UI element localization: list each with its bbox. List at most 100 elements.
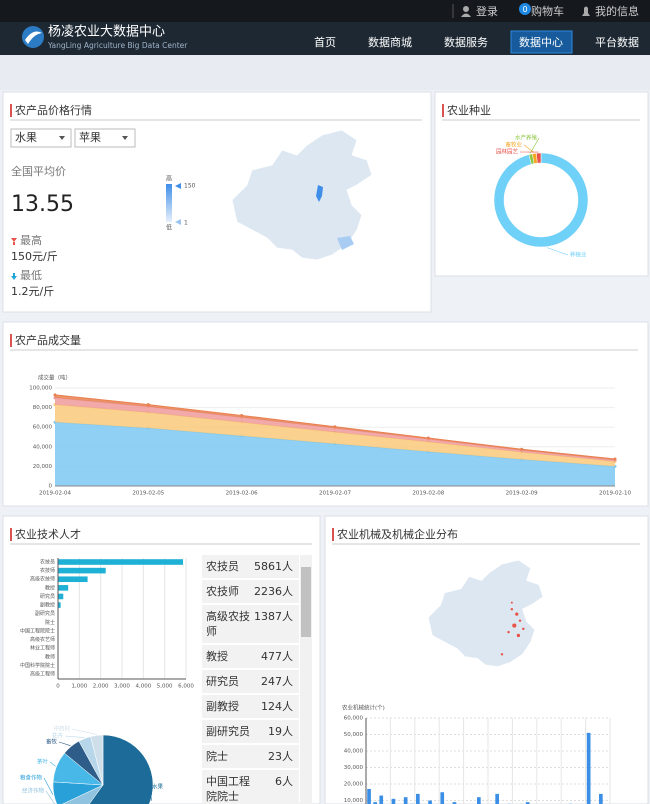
- pie-slice: [536, 152, 542, 164]
- title-cell: 研究员: [206, 675, 239, 688]
- cart-badge: [519, 3, 531, 15]
- pie-label: 水果: [152, 783, 164, 791]
- point: [53, 393, 57, 397]
- count-cell: 23人: [268, 750, 293, 763]
- max-value: 150元/斤: [11, 250, 58, 263]
- cart-count: 0: [522, 5, 527, 14]
- select-value[interactable]: 水果: [15, 131, 37, 144]
- x-tick-label: 2019-02-06: [226, 491, 258, 497]
- band: [0, 55, 650, 90]
- x-tick-label: 2019-02-04: [39, 491, 71, 497]
- title-cell: 农技员: [206, 560, 239, 573]
- select[interactable]: [10, 128, 72, 148]
- leader-line: [58, 741, 71, 746]
- x-tick-label: 2,000: [93, 684, 109, 690]
- avg-value: 13.55: [11, 192, 74, 217]
- logo-swoosh: [25, 31, 42, 44]
- y-tick-label: 中国科学院院士: [20, 662, 55, 669]
- pie-slice: [88, 734, 154, 804]
- panel-title: 农业机械及机械企业分布: [337, 527, 458, 541]
- leader-line: [49, 761, 56, 767]
- nav-item[interactable]: 首页: [314, 35, 336, 49]
- bar: [403, 797, 408, 804]
- y-tick-label: 林业工程师: [30, 645, 55, 652]
- pie-label: 茶叶: [37, 758, 49, 766]
- cart-link[interactable]: 购物车: [531, 4, 564, 18]
- legend-low: 低: [166, 224, 172, 232]
- table-row: 高级农技师 1387人: [202, 605, 299, 645]
- bar: [391, 798, 396, 804]
- y-tick-label: 院士: [45, 619, 55, 626]
- select-value[interactable]: 苹果: [79, 130, 101, 144]
- map-dot: [510, 601, 513, 604]
- map-dot: [522, 627, 525, 631]
- login-link[interactable]: 登录: [476, 4, 498, 18]
- count-cell: 247人: [261, 675, 293, 688]
- nav-item[interactable]: 数据中心: [519, 35, 563, 49]
- y-tick-label: 教师: [45, 653, 55, 660]
- title-bar: [10, 528, 12, 541]
- legend-handle: [175, 219, 181, 225]
- y-axis-title: 农业机械统计(个): [342, 704, 385, 712]
- count-cell: 5861人: [254, 560, 293, 573]
- nav-item[interactable]: 平台数据: [595, 35, 639, 49]
- table-row: 副研究员 19人: [202, 720, 299, 745]
- price-map: [231, 129, 373, 261]
- title-bar: [10, 334, 12, 347]
- legend-high: 高: [166, 175, 172, 183]
- panel-title: 农产品成交量: [15, 333, 81, 347]
- max-icon: [11, 238, 17, 245]
- logo-subtitle: YangLing Agriculture Big Data Center: [47, 41, 188, 50]
- table-row: 中国工程院院士 6人: [202, 770, 299, 804]
- avg-label: 全国平均价: [11, 164, 66, 178]
- map-dot: [516, 633, 521, 638]
- y-tick-label: 10,000: [344, 798, 364, 804]
- count-cell: 124人: [261, 700, 293, 713]
- title-cell: 教授: [206, 650, 228, 663]
- panel: [2, 91, 432, 313]
- y-tick-label: 中国工程院院士: [20, 627, 55, 634]
- select[interactable]: [74, 128, 136, 148]
- table-row: 农技员 5861人: [202, 555, 299, 580]
- x-tick-label: 5,000: [157, 684, 173, 690]
- y-tick-label: 高级农技师: [30, 576, 55, 583]
- leader-line: [523, 144, 535, 153]
- pie-label: 经济作物: [22, 787, 45, 795]
- y-tick-label: 农技师: [40, 567, 55, 574]
- user-icon: [461, 13, 471, 17]
- nav-item[interactable]: 数据商城: [368, 35, 412, 49]
- pie-label: 畜牧业: [505, 141, 522, 149]
- min-icon: [11, 273, 17, 280]
- bar: [477, 797, 481, 804]
- bar: [452, 802, 457, 804]
- select-arrow: [59, 136, 65, 140]
- map-dot: [512, 623, 517, 628]
- y-tick-label: 60,000: [33, 425, 53, 431]
- x-tick-label: 2019-02-10: [599, 491, 631, 497]
- map-dot: [518, 619, 522, 622]
- bar: [416, 793, 420, 804]
- x-tick-label: 4,000: [135, 684, 151, 690]
- scrollbar-thumb[interactable]: [301, 567, 311, 637]
- bar: [58, 567, 106, 574]
- title-cell: 副教授: [206, 700, 239, 713]
- count-cell: 1387人: [254, 610, 293, 623]
- y-tick-label: 50,000: [344, 732, 364, 738]
- bar: [58, 576, 88, 583]
- map-dot: [515, 612, 519, 616]
- x-tick-label: 3,000: [114, 684, 130, 690]
- x-tick-label: 0: [56, 684, 60, 690]
- table-row: 农技师 2236人: [202, 580, 299, 605]
- account-link[interactable]: 我的信息: [595, 4, 639, 18]
- y-tick-label: 60,000: [344, 716, 364, 722]
- bar: [373, 802, 377, 804]
- pie-label: 种植业: [570, 251, 587, 259]
- pie-label: 水产养殖: [515, 134, 538, 142]
- bar: [440, 792, 445, 804]
- nav-item[interactable]: 数据服务: [444, 35, 488, 49]
- leader-line: [547, 247, 569, 256]
- min-label: 最低: [20, 269, 42, 282]
- point: [520, 447, 524, 451]
